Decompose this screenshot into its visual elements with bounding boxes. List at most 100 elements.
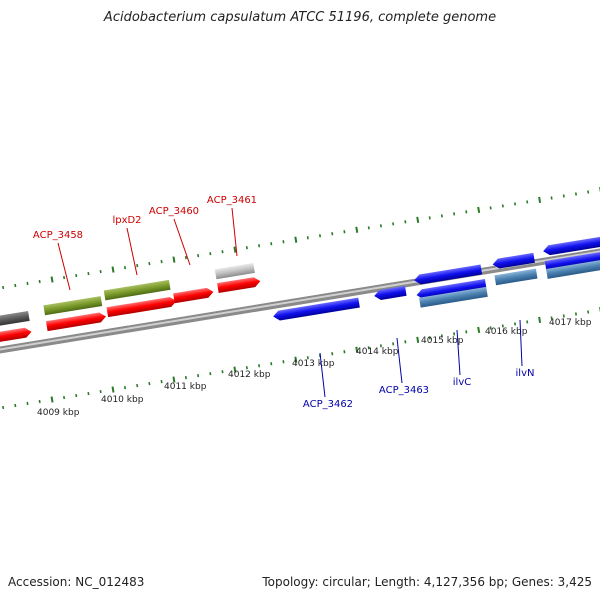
outer-ruler-tick <box>526 200 529 204</box>
outer-ruler-tick <box>87 271 90 276</box>
gene-label: ilvN <box>516 368 535 379</box>
gene-label: ACP_3463 <box>379 385 429 396</box>
outer-ruler-tick <box>148 262 151 266</box>
outer-ruler-tick <box>343 230 346 234</box>
inner-ruler-tick <box>501 324 504 328</box>
outer-ruler-tick <box>453 212 456 216</box>
inner-ruler-tick <box>453 332 456 336</box>
map-title: Acidobacterium capsulatum ATCC 51196, co… <box>103 10 497 25</box>
gene-label: ACP_3461 <box>207 195 257 206</box>
outer-tick-row <box>2 186 600 290</box>
inner-ruler-tick <box>477 326 481 333</box>
callout-line <box>126 227 138 276</box>
gene-red-feature <box>173 287 214 304</box>
outer-ruler-tick <box>355 226 359 233</box>
outer-ruler-tick <box>465 210 468 214</box>
inner-ruler-tick <box>526 320 529 324</box>
callout-line <box>231 207 238 257</box>
outer-ruler-tick <box>197 254 200 258</box>
gene-grey-feature <box>214 263 255 280</box>
gene-green-feature <box>103 279 171 301</box>
inner-ruler-tick <box>306 356 309 360</box>
outer-ruler-tick <box>574 192 578 196</box>
outer-ruler-tick <box>318 234 322 238</box>
inner-ruler-tick <box>574 312 578 316</box>
outer-ruler-tick <box>306 236 309 240</box>
inner-ruler-tick <box>123 385 127 390</box>
inner-ruler-tick <box>343 350 346 354</box>
outer-ruler-tick <box>2 285 5 290</box>
inner-ruler-tick <box>160 380 163 384</box>
outer-ruler-tick <box>489 206 492 210</box>
inner-ruler-tick <box>367 346 370 350</box>
gene-label: ACP_3460 <box>149 206 199 217</box>
outer-ruler-tick <box>123 265 127 270</box>
inner-ruler-tick <box>282 360 285 364</box>
inner-ruler-tick <box>489 326 492 330</box>
outer-ruler-tick <box>75 273 78 278</box>
inner-ruler-tick <box>416 336 420 343</box>
outer-ruler-tick <box>367 226 370 230</box>
inner-ruler-tick <box>440 334 443 338</box>
outer-ruler-tick <box>270 242 273 246</box>
inner-ruler-tick <box>50 396 54 403</box>
outer-ruler-tick <box>562 194 565 198</box>
inner-ruler-tick <box>197 374 200 378</box>
callout-line <box>319 352 326 398</box>
gene-red-feature <box>0 327 32 346</box>
inner-ruler-tick <box>428 336 431 340</box>
inner-ruler-tick <box>2 405 5 410</box>
kbp-label: 4012 kbp <box>228 370 271 380</box>
inner-ruler-tick <box>38 399 41 404</box>
outer-ruler-tick <box>245 246 248 250</box>
inner-ruler-tick <box>99 389 102 394</box>
inner-ruler-tick <box>514 322 517 326</box>
inner-ruler-tick <box>294 356 298 363</box>
outer-ruler-tick <box>26 281 29 286</box>
outer-ruler-tick <box>501 204 504 208</box>
gene-label: ACP_3462 <box>303 399 353 410</box>
outer-ruler-tick <box>14 283 17 288</box>
inner-ruler-tick <box>184 376 187 380</box>
outer-ruler-tick <box>331 232 334 236</box>
kbp-label: 4013 kbp <box>292 359 335 369</box>
inner-ruler-tick <box>550 316 553 320</box>
outer-ruler-tick <box>221 250 224 254</box>
outer-ruler-tick <box>258 244 261 248</box>
callout-line <box>173 218 191 266</box>
kbp-label: 4011 kbp <box>164 382 207 392</box>
gene-label: ACP_3458 <box>33 230 83 241</box>
gene-features <box>0 232 600 346</box>
outer-ruler-tick <box>428 216 431 220</box>
inner-ruler-tick <box>209 372 212 376</box>
gene-blue-feature <box>492 252 535 269</box>
accession-label: Accession: NC_012483 <box>8 575 145 589</box>
callout-line <box>456 329 461 376</box>
gene-green-feature <box>43 296 103 316</box>
kbp-label: 4010 kbp <box>101 395 144 405</box>
outer-ruler-tick <box>282 240 285 244</box>
inner-ruler-tick <box>270 362 273 366</box>
inner-ruler-tick <box>562 314 565 318</box>
outer-ruler-tick <box>99 269 102 274</box>
outer-ruler-tick <box>294 236 298 243</box>
outer-ruler-tick <box>233 246 237 253</box>
gene-steelblue-feature <box>494 268 538 286</box>
gene-steelblue-feature <box>419 286 488 308</box>
outer-ruler-tick <box>404 220 407 224</box>
inner-ruler-tick <box>538 316 542 324</box>
gene-blue-feature <box>544 246 600 271</box>
outer-ruler-tick <box>184 256 187 260</box>
outer-ruler-tick <box>63 275 66 280</box>
gene-blue-feature <box>273 297 360 321</box>
outer-ruler-tick <box>136 263 139 268</box>
genome-summary: Topology: circular; Length: 4,127,356 bp… <box>262 575 592 589</box>
outer-ruler-tick <box>38 279 41 284</box>
inner-ruler-tick <box>136 383 139 388</box>
kbp-label: 4017 kbp <box>549 318 592 328</box>
gene-steelblue-feature <box>546 254 600 279</box>
inner-ruler-tick <box>379 344 382 348</box>
inner-ruler-tick <box>355 346 359 353</box>
outer-ruler-tick <box>440 214 443 218</box>
